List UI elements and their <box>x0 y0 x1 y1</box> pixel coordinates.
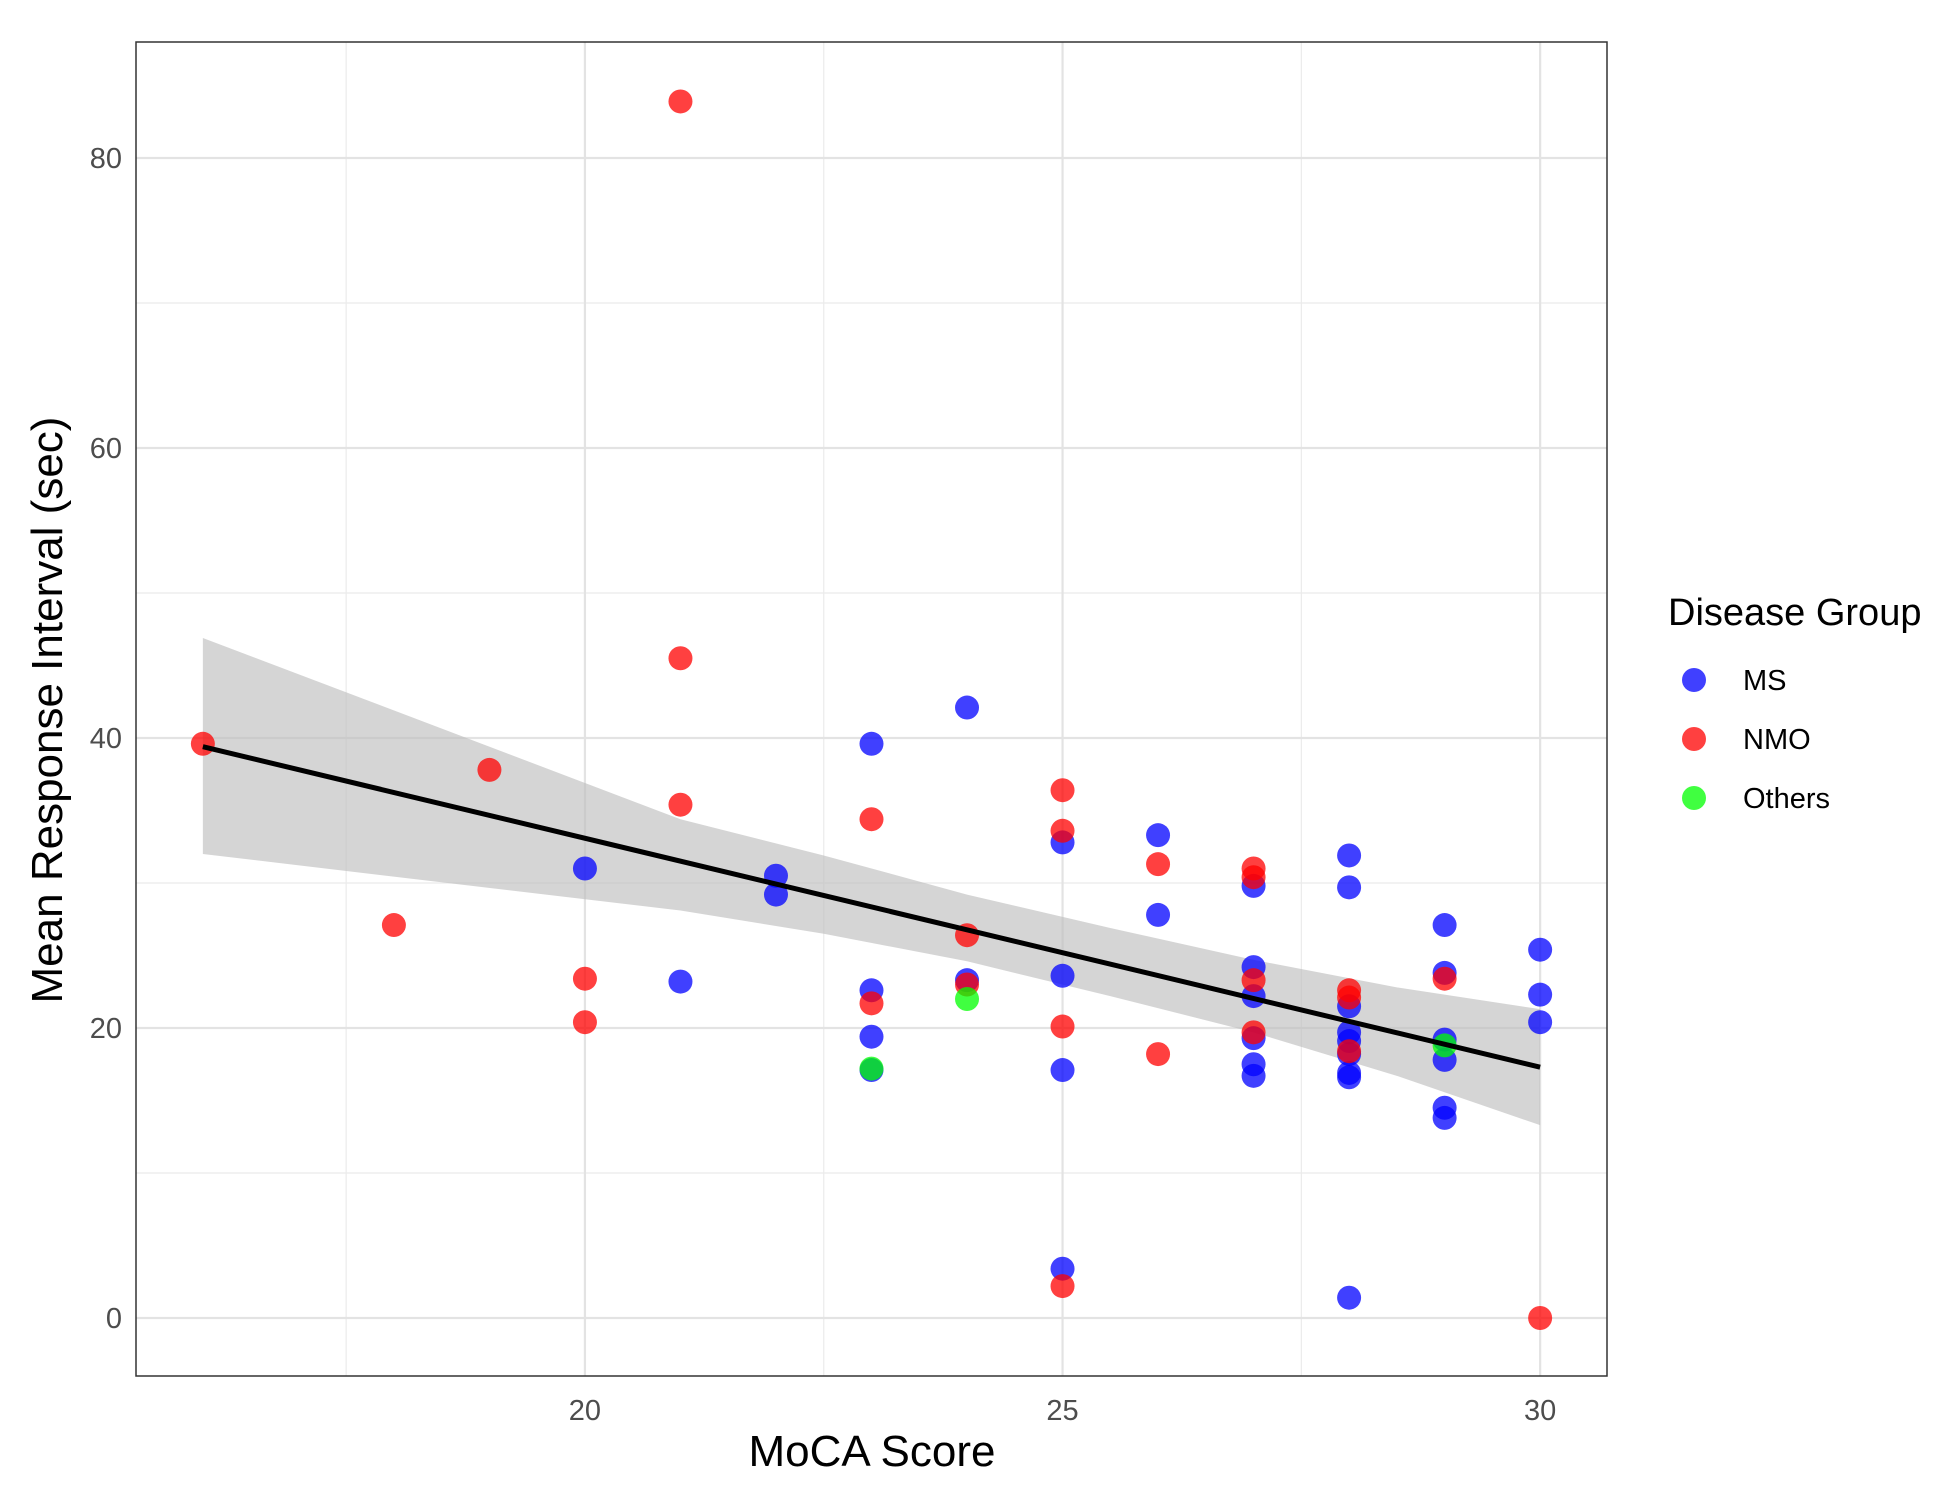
y-tick-label: 80 <box>90 143 122 175</box>
regression-line-layer <box>202 744 1541 1070</box>
data-point-others <box>955 987 980 1011</box>
data-point-nmo <box>1241 865 1266 890</box>
x-tick-label: 20 <box>569 1395 601 1427</box>
x-axis-tick-labels: 20 25 30 <box>569 1395 1556 1427</box>
data-point-nmo <box>1050 1014 1075 1039</box>
data-point-nmo <box>1241 1020 1266 1045</box>
x-axis-title: MoCA Score <box>749 1427 996 1476</box>
data-point-ms <box>1528 1010 1553 1035</box>
data-point-nmo <box>1050 818 1075 843</box>
x-tick-label: 30 <box>1524 1395 1556 1427</box>
data-point-ms <box>1432 1105 1457 1130</box>
data-point-ms <box>1337 843 1362 868</box>
data-point-ms <box>1528 937 1553 962</box>
data-point-nmo <box>1337 985 1362 1010</box>
data-point-ms <box>1050 1256 1075 1281</box>
data-point-ms <box>1337 1285 1362 1310</box>
legend-key-others <box>1682 786 1706 810</box>
data-point-nmo <box>1528 1306 1553 1330</box>
legend: Disease Group MS NMO Others <box>1668 592 1921 815</box>
data-point-nmo <box>190 731 215 756</box>
legend-key-nmo <box>1682 727 1706 751</box>
data-point-nmo <box>1337 1039 1362 1064</box>
data-point-ms <box>763 882 788 907</box>
data-point-nmo <box>1241 968 1266 993</box>
data-point-nmo <box>668 792 693 817</box>
data-point-ms <box>859 1024 884 1049</box>
y-tick-label: 0 <box>106 1303 122 1335</box>
legend-key-ms <box>1682 668 1706 692</box>
data-point-ms <box>1146 902 1171 927</box>
data-point-ms <box>668 969 693 994</box>
data-point-nmo <box>668 89 693 114</box>
legend-title: Disease Group <box>1668 592 1921 634</box>
data-point-nmo <box>572 966 597 991</box>
data-point-ms <box>1528 982 1553 1007</box>
data-point-ms <box>1050 963 1075 988</box>
data-point-ms <box>1337 875 1362 900</box>
data-point-nmo <box>1146 1042 1171 1067</box>
data-point-ms <box>1050 1058 1075 1083</box>
panel-border <box>135 41 1608 1377</box>
regression-line <box>202 744 1541 1070</box>
data-point-ms <box>572 856 597 881</box>
y-tick-label: 20 <box>90 1013 122 1045</box>
confidence-band-layer <box>202 637 1541 1126</box>
data-point-ms <box>859 731 884 756</box>
data-point-nmo <box>381 913 406 938</box>
legend-label-others: Others <box>1743 783 1830 815</box>
data-point-ms <box>1432 913 1457 938</box>
data-point-nmo <box>1050 1274 1075 1299</box>
legend-label-nmo: NMO <box>1743 724 1811 756</box>
data-point-nmo <box>668 646 693 671</box>
data-point-nmo <box>1432 966 1457 991</box>
y-tick-label: 40 <box>90 723 122 755</box>
data-point-ms <box>1241 1063 1266 1088</box>
data-points-layer <box>190 89 1553 1330</box>
data-point-ms <box>1337 1065 1362 1090</box>
data-point-nmo <box>859 991 884 1016</box>
data-point-nmo <box>859 807 884 832</box>
data-point-nmo <box>1050 778 1075 803</box>
data-point-ms <box>1146 823 1171 848</box>
data-point-ms <box>955 695 980 720</box>
legend-label-ms: MS <box>1743 665 1787 697</box>
data-point-nmo <box>477 757 502 782</box>
x-tick-label: 25 <box>1046 1395 1078 1427</box>
confidence-band <box>202 637 1541 1126</box>
data-point-nmo <box>1146 852 1171 877</box>
y-axis-title: Mean Response Interval (sec) <box>23 417 72 1004</box>
y-tick-label: 60 <box>90 433 122 465</box>
data-point-others <box>859 1056 884 1081</box>
y-axis-tick-labels: 0 20 40 60 80 <box>90 143 122 1335</box>
data-point-nmo <box>572 1010 597 1035</box>
